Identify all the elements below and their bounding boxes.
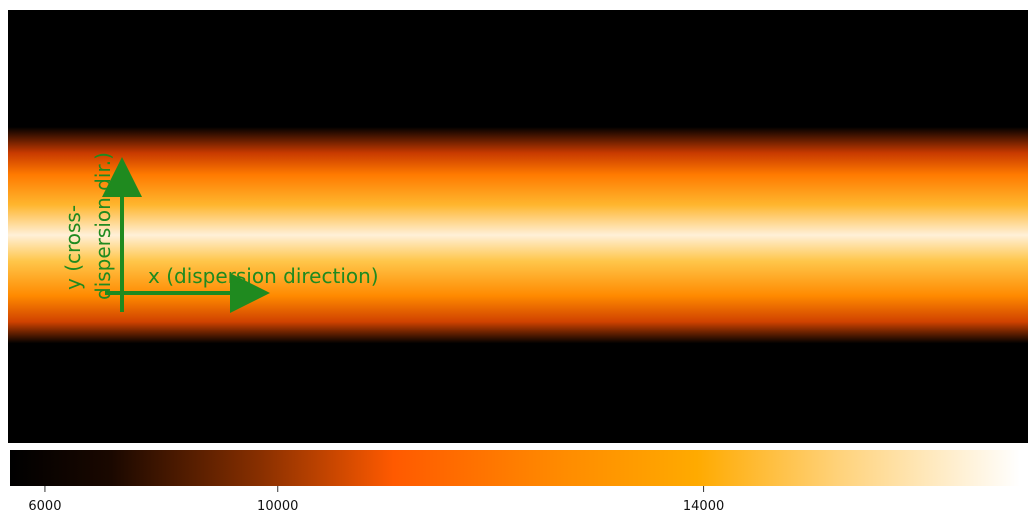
colorbar	[10, 450, 1020, 486]
colorbar-tick-label: 10000	[257, 499, 298, 513]
y-label-line1: y (cross-	[61, 205, 85, 290]
colorbar-tick-label: 14000	[683, 499, 724, 513]
spectrum-image	[8, 10, 1028, 443]
colorbar-tick-label: 6000	[28, 499, 61, 513]
y-label-line2: dispersion dir.)	[91, 152, 115, 300]
x-label: x (dispersion direction)	[148, 264, 379, 288]
